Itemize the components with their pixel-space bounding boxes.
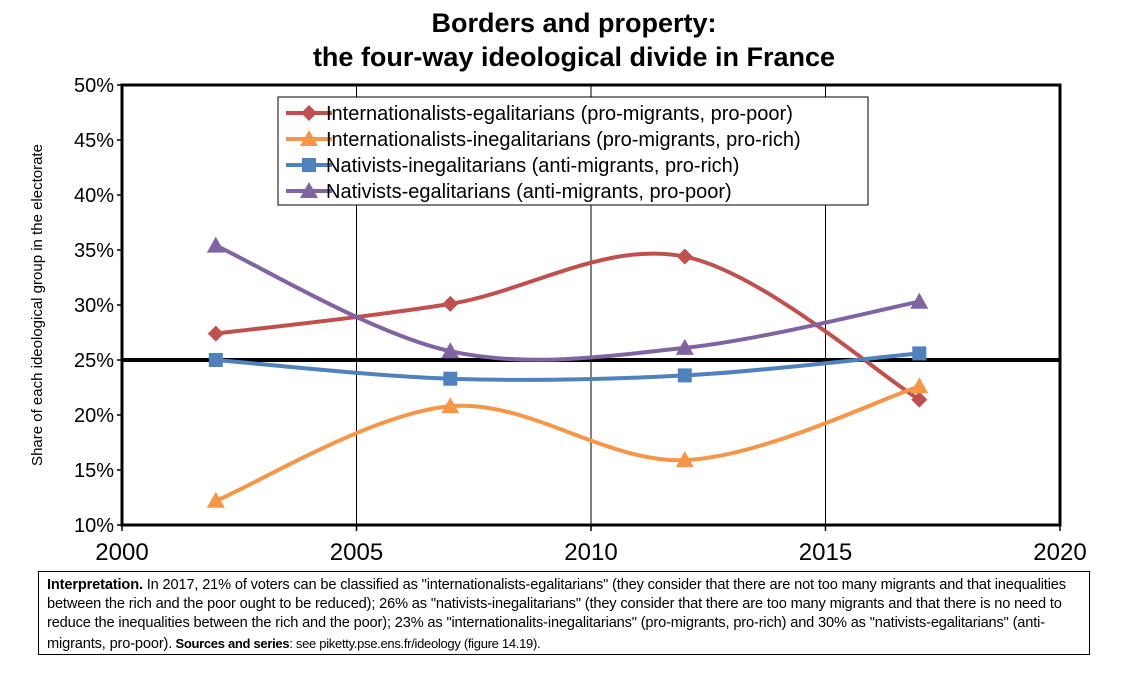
chart-title-line-1: Borders and property: (431, 8, 717, 38)
legend-item-internationalists-egalitarians: Internationalists-egalitarians (pro-migr… (286, 103, 793, 125)
data-point (910, 292, 929, 309)
interpretation-note: Interpretation. In 2017, 21% of voters c… (38, 571, 1090, 655)
legend: Internationalists-egalitarians (pro-migr… (277, 96, 869, 206)
series-internationalists-egalitarians (207, 248, 928, 408)
legend-item-nativists-inegalitarians: Nativists-inegalitarians (anti-migrants,… (286, 155, 739, 177)
y-tick-label: 20% (74, 405, 114, 427)
data-point (912, 346, 927, 361)
data-point (676, 248, 693, 265)
data-point (911, 391, 928, 408)
y-tick-label: 35% (74, 240, 114, 262)
data-point (675, 451, 694, 468)
data-point (207, 325, 224, 342)
legend-box (277, 96, 869, 206)
y-tick-label: 50% (74, 75, 114, 97)
y-axis-label: Share of each ideological group in the e… (29, 144, 46, 466)
series-line (213, 243, 922, 362)
series-line (213, 351, 922, 382)
data-point (443, 371, 458, 386)
series-line (213, 384, 922, 503)
series-nativists-inegalitarians (208, 346, 927, 386)
legend-marker (300, 130, 318, 146)
data-point (677, 368, 692, 383)
legend-label: Nativists-inegalitarians (anti-migrants,… (326, 155, 739, 177)
x-tick-label: 2010 (564, 539, 617, 566)
legend-marker (300, 182, 318, 198)
series-internationalists-inegalitarians (206, 377, 929, 508)
data-point (442, 295, 459, 312)
y-tick-label: 30% (74, 295, 114, 317)
data-point (208, 353, 223, 367)
data-point (206, 236, 225, 253)
data-point (675, 338, 694, 355)
chart-title: Borders and property: the four-way ideol… (0, 6, 1148, 74)
y-tick-label: 10% (74, 515, 114, 537)
note-sources-text: : see piketty.pse.ens.fr/ideology (figur… (289, 635, 541, 651)
legend-marker (301, 105, 317, 121)
line-chart: 10% 15% 20% 25% 30% 35% 40% 45% 50% 2000 2005 2010 2… (29, 75, 1087, 566)
series-line (213, 251, 922, 402)
x-tick-label: 2020 (1033, 539, 1086, 566)
data-point (206, 491, 225, 508)
y-tick-label: 45% (74, 130, 114, 152)
note-body: In 2017, 21% of voters can be classified… (47, 577, 1066, 652)
note-lead: Interpretation. (47, 577, 143, 593)
legend-label: Internationalists-inegalitarians (pro-mi… (326, 129, 801, 151)
y-tick-label: 15% (74, 460, 114, 482)
x-tick-label: 2015 (799, 539, 852, 566)
legend-marker (302, 158, 316, 172)
note-sources-label: Sources and series (172, 635, 290, 651)
legend-label: Internationalists-egalitarians (pro-migr… (326, 103, 793, 125)
data-point (441, 342, 460, 359)
data-point (910, 377, 929, 394)
legend-label: Nativists-egalitarians (anti-migrants, p… (326, 181, 732, 203)
axis-layer: 10% 15% 20% 25% 30% 35% 40% 45% 50% 2000 2005 2010 2… (29, 75, 1087, 566)
y-tick-label: 25% (74, 350, 114, 372)
chart-title-line-2: the four-way ideological divide in Franc… (312, 42, 836, 72)
series-nativists-egalitarians (206, 236, 929, 362)
data-point (441, 397, 460, 414)
y-tick-label: 40% (74, 185, 114, 207)
x-tick-label: 2000 (95, 539, 148, 566)
legend-item-nativists-egalitarians: Nativists-egalitarians (anti-migrants, p… (286, 181, 732, 203)
x-tick-label: 2005 (330, 539, 383, 566)
series-layer (206, 236, 929, 508)
legend-item-internationalists-inegalitarians: Internationalists-inegalitarians (pro-mi… (286, 129, 801, 151)
